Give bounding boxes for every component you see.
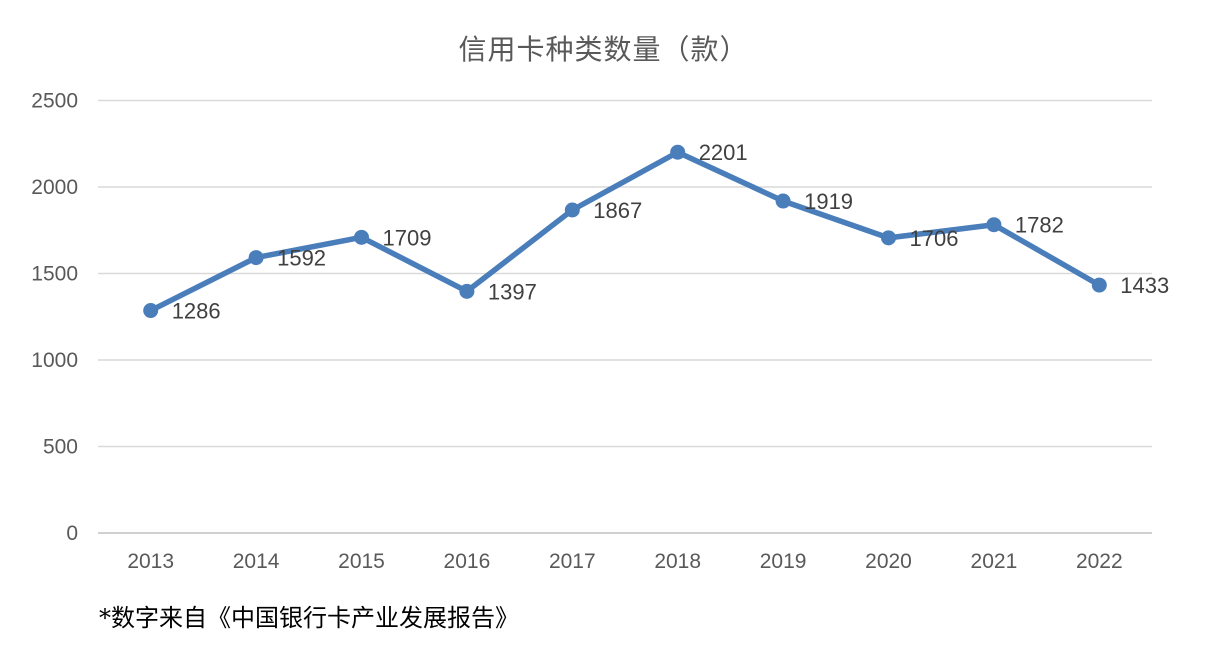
data-label: 2201 [699,140,748,165]
data-label: 1867 [593,198,642,223]
x-tick-label: 2016 [444,550,491,573]
data-point-marker [143,303,159,319]
y-tick-label: 2000 [31,176,78,199]
data-point-marker [459,283,475,299]
data-label: 1433 [1120,273,1169,298]
y-tick-label: 1500 [31,263,78,286]
series-line [147,149,1103,314]
data-label: 1919 [804,189,853,214]
x-tick-label: 2017 [549,550,596,573]
x-tick-label: 2014 [233,550,280,573]
x-tick-label: 2021 [971,550,1018,573]
y-tick-label: 2500 [31,90,78,113]
y-tick-label: 1000 [31,349,78,372]
y-tick-label: 0 [66,522,78,545]
data-point-marker [986,217,1002,233]
data-point-marker [248,250,264,266]
x-tick-label: 2013 [127,550,174,573]
data-label: 1397 [488,279,537,304]
y-tick-label: 500 [43,436,78,459]
x-tick-label: 2018 [654,550,701,573]
data-point-marker [670,144,686,160]
data-point-marker [354,229,369,245]
data-label: 1706 [910,226,959,251]
data-point-marker [564,202,580,218]
x-tick-label: 2022 [1076,550,1123,573]
data-label: 1782 [1015,213,1064,238]
x-tick-label: 2015 [338,550,385,573]
chart-title: 信用卡种类数量（款） [458,33,749,66]
data-label: 1592 [277,246,326,271]
data-label: 1286 [172,299,221,324]
data-point-marker [1091,277,1107,293]
data-label: 1709 [383,225,432,250]
x-tick-label: 2020 [865,550,912,573]
x-tick-label: 2019 [760,550,807,573]
source-footnote: *数字来自《中国银行卡产业发展报告》 [99,604,519,632]
data-point-marker [881,230,896,246]
data-point-marker [775,193,791,209]
